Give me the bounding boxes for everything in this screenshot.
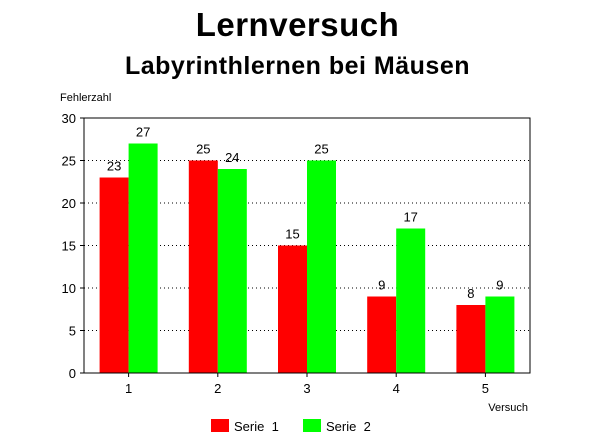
bar-serie-1-versuch-1: [99, 177, 129, 373]
y-tick-labels: 0 5 10 15 20 25 30: [62, 111, 84, 381]
data-label: 17: [403, 210, 417, 225]
data-labels: 23 27 25 24 15 25 9 17 8 9: [107, 125, 504, 302]
chart-subtitle: Labyrinthlernen bei Mäusen: [124, 52, 470, 80]
y-tick-label: 10: [62, 281, 76, 296]
y-axis-label: Fehlerzahl: [60, 92, 111, 104]
x-tick-labels: 1 2 3 4 5: [125, 373, 489, 396]
data-label: 24: [225, 150, 239, 165]
chart-title: Lernversuch: [195, 6, 400, 43]
data-label: 25: [314, 142, 328, 157]
legend: Serie 1 Serie 2: [211, 419, 371, 434]
y-tick-label: 20: [62, 196, 76, 211]
data-label: 15: [285, 227, 299, 242]
legend-swatch-serie-2: [303, 419, 321, 432]
bar-serie-1-versuch-4: [367, 296, 397, 373]
bar-serie-2-versuch-1: [128, 143, 158, 373]
y-tick-label: 0: [69, 366, 76, 381]
bar-serie-1-versuch-2: [188, 160, 218, 373]
x-tick-label: 3: [303, 381, 310, 396]
legend-label-serie-2: Serie 2: [326, 419, 371, 434]
y-tick-label: 15: [62, 239, 76, 254]
data-label: 25: [196, 142, 210, 157]
bar-serie-2-versuch-4: [396, 228, 426, 373]
legend-swatch-serie-1: [211, 419, 229, 432]
x-tick-label: 5: [482, 381, 489, 396]
y-tick-label: 30: [62, 111, 76, 126]
bars: [99, 143, 515, 373]
data-label: 23: [107, 159, 121, 174]
bar-serie-1-versuch-5: [456, 305, 486, 373]
x-axis-label: Versuch: [488, 402, 528, 414]
y-tick-label: 25: [62, 154, 76, 169]
bar-serie-2-versuch-3: [307, 160, 336, 373]
data-label: 27: [136, 125, 150, 140]
bar-serie-1-versuch-3: [278, 245, 307, 373]
x-tick-label: 1: [125, 381, 132, 396]
bar-serie-2-versuch-5: [485, 296, 515, 373]
data-label: 9: [496, 278, 503, 293]
data-label: 9: [378, 278, 385, 293]
legend-label-serie-1: Serie 1: [234, 419, 279, 434]
data-label: 8: [467, 286, 474, 301]
bar-serie-2-versuch-2: [217, 169, 247, 373]
x-tick-label: 2: [214, 381, 221, 396]
x-tick-label: 4: [393, 381, 400, 396]
y-tick-label: 5: [69, 324, 76, 339]
